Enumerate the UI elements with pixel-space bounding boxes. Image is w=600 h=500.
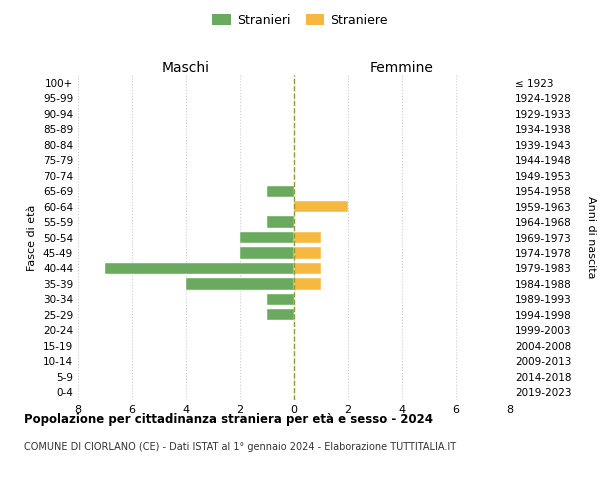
Bar [294, 263, 321, 274]
Bar [294, 232, 321, 243]
Bar [240, 248, 294, 258]
Bar [267, 310, 294, 320]
Bar [294, 278, 321, 289]
Text: Popolazione per cittadinanza straniera per età e sesso - 2024: Popolazione per cittadinanza straniera p… [24, 412, 433, 426]
Bar [267, 186, 294, 196]
Bar [186, 278, 294, 289]
Bar [105, 263, 294, 274]
Text: COMUNE DI CIORLANO (CE) - Dati ISTAT al 1° gennaio 2024 - Elaborazione TUTTITALI: COMUNE DI CIORLANO (CE) - Dati ISTAT al … [24, 442, 456, 452]
Legend: Stranieri, Straniere: Stranieri, Straniere [207, 8, 393, 32]
Bar [267, 294, 294, 305]
Text: Femmine: Femmine [370, 61, 434, 75]
Bar [267, 216, 294, 228]
Y-axis label: Anni di nascita: Anni di nascita [586, 196, 596, 279]
Y-axis label: Fasce di età: Fasce di età [28, 204, 37, 270]
Bar [294, 201, 348, 212]
Bar [240, 232, 294, 243]
Text: Maschi: Maschi [162, 61, 210, 75]
Bar [294, 248, 321, 258]
